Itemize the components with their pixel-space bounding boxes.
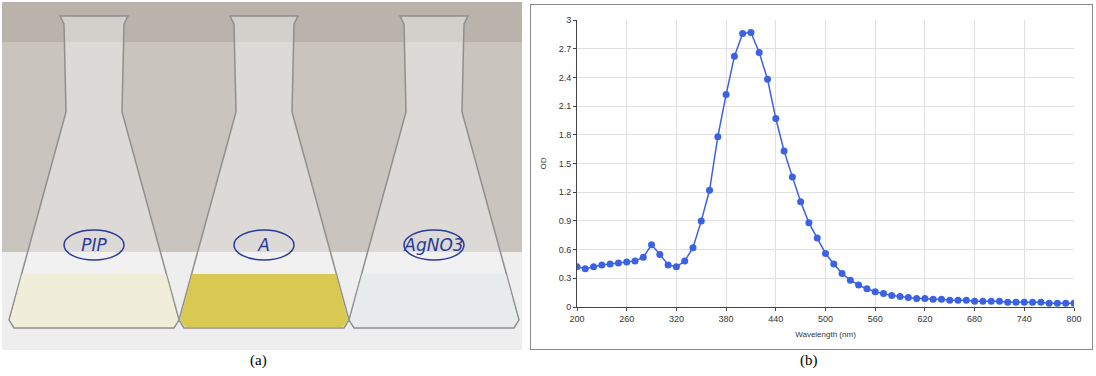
svg-text:2.4: 2.4	[559, 73, 572, 83]
svg-text:1.5: 1.5	[559, 159, 572, 169]
svg-text:0.3: 0.3	[559, 273, 572, 283]
svg-text:1.8: 1.8	[559, 130, 572, 140]
svg-text:260: 260	[619, 314, 634, 324]
svg-text:0.6: 0.6	[559, 245, 572, 255]
svg-text:OD: OD	[539, 157, 548, 169]
svg-text:320: 320	[669, 314, 684, 324]
html-text:(a): (a)	[250, 352, 267, 368]
svg-text:680: 680	[967, 314, 982, 324]
svg-text:740: 740	[1017, 314, 1032, 324]
svg-text:380: 380	[719, 314, 734, 324]
html-text:(b): (b)	[800, 352, 818, 368]
svg-text:2.7: 2.7	[559, 44, 572, 54]
svg-text:440: 440	[768, 314, 783, 324]
svg-text:PIP: PIP	[81, 235, 107, 255]
svg-text:0: 0	[566, 302, 571, 312]
svg-text:3: 3	[566, 15, 571, 25]
svg-text:560: 560	[868, 314, 883, 324]
svg-text:AgNO3: AgNO3	[403, 235, 463, 255]
svg-text:1.2: 1.2	[559, 187, 572, 197]
svg-text:0.9: 0.9	[559, 216, 572, 226]
svg-text:200: 200	[569, 314, 584, 324]
svg-text:Wavelength (nm): Wavelength (nm)	[795, 330, 856, 339]
svg-text:2.1: 2.1	[559, 101, 572, 111]
svg-text:500: 500	[818, 314, 833, 324]
svg-text:A: A	[257, 235, 270, 255]
svg-text:800: 800	[1066, 314, 1081, 324]
svg-text:620: 620	[917, 314, 932, 324]
